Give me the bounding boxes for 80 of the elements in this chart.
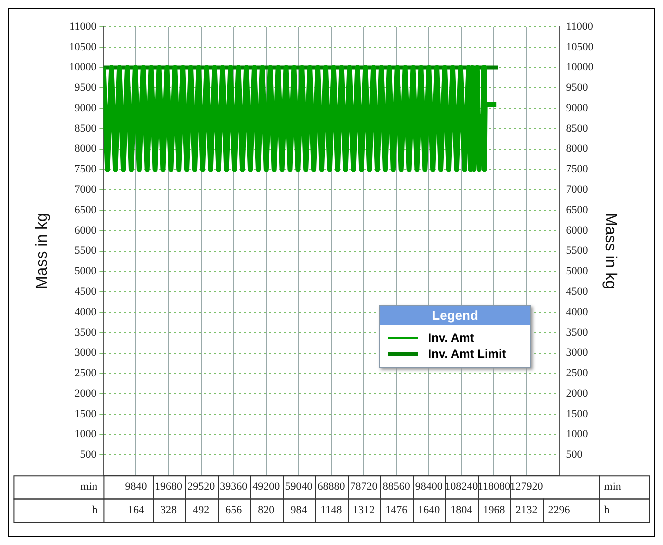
legend-label: Inv. Amt (428, 331, 474, 346)
y-tick-label: 3500 (74, 326, 98, 339)
legend-header: Legend (380, 306, 530, 326)
x-tick-label: 59040 (285, 481, 314, 494)
y-tick-label: 9500 (74, 82, 98, 94)
x2-tick-label: 1148 (320, 504, 343, 516)
text: h (604, 504, 610, 516)
y-tick-label: 5500 (74, 245, 98, 258)
x2-tick-label: 1476 (386, 504, 408, 516)
y2-axis-title: Mass in kg (602, 213, 619, 290)
x-tick-label: 127920 (510, 481, 544, 494)
x2-tick-label: 2296 (548, 504, 571, 516)
y2-tick-label: 2000 (566, 388, 589, 400)
y2-tick-label: 10000 (566, 62, 594, 74)
y2-tick-label: 7500 (566, 164, 589, 176)
x2-tick-label: 2132 (516, 504, 538, 516)
y-tick-label: 5000 (74, 266, 98, 278)
x2-tick-label: 492 (193, 504, 210, 516)
y2-tick-label: 9500 (566, 82, 589, 94)
y-tick-label: 7500 (74, 164, 98, 176)
y-tick-label: 10500 (69, 41, 98, 54)
x-tick-label: 108240 (445, 481, 479, 494)
x2-tick-label: 328 (160, 504, 178, 516)
y2-tick-label: 11000 (566, 20, 594, 33)
y-tick-label: 10000 (69, 62, 98, 74)
x2-tick-label: 820 (258, 504, 276, 516)
y-tick-label: 2500 (74, 368, 98, 380)
x2-tick-label: 1968 (483, 504, 506, 516)
x2-tick-label: 656 (226, 504, 243, 516)
y2-tick-label: 4500 (566, 286, 589, 298)
y2-tick-label: 4000 (566, 306, 589, 318)
y2-tick-label: 3000 (566, 347, 589, 360)
y2-tick-label: 7000 (566, 184, 589, 196)
y-tick-label: 2000 (74, 388, 98, 400)
y-tick-label: 4500 (74, 286, 98, 298)
y-tick-label: 7000 (74, 184, 98, 196)
y2-tick-label: 6500 (566, 204, 589, 216)
x-tick-label: 9840 (125, 481, 148, 494)
x2-tick-label: 1312 (353, 504, 376, 516)
y2-tick-label: 2500 (566, 368, 589, 380)
y-tick-label: 8500 (74, 122, 98, 135)
x2-tick-label: 984 (290, 504, 308, 516)
text: min (604, 481, 622, 494)
y2-tick-label: 8500 (566, 122, 589, 135)
y2-tick-label: 5500 (566, 245, 589, 258)
y2-tick-label: 6000 (566, 224, 589, 237)
x2-tick-label: 1640 (418, 504, 441, 516)
y-tick-label: 6000 (74, 224, 98, 237)
y2-tick-label: 3500 (566, 326, 589, 339)
y2-tick-label: 9000 (566, 102, 589, 114)
y-tick-label: 500 (80, 449, 98, 462)
y2-tick-label: 5000 (566, 266, 589, 278)
y2-tick-label: 8000 (566, 143, 589, 156)
x-tick-label: 88560 (382, 481, 411, 494)
y-tick-label: 1000 (74, 428, 98, 441)
x-axis-title: min (80, 481, 98, 494)
y2-tick-label: 10500 (566, 41, 594, 54)
x-tick-label: 29520 (188, 481, 216, 494)
x-tick-label: 19680 (155, 481, 184, 494)
x-tick-label: 78720 (350, 481, 378, 494)
y2-tick-label: 1000 (566, 428, 589, 441)
x2-tick-label: 164 (128, 504, 145, 516)
x-tick-label: 118080 (478, 481, 512, 494)
x-tick-label: 68880 (318, 481, 346, 494)
y2-tick-label: 1500 (566, 408, 589, 420)
y-tick-label: 11000 (70, 20, 98, 33)
x2-tick-label: 1804 (450, 504, 474, 516)
x2-axis-title: h (92, 504, 98, 516)
y-tick-label: 4000 (74, 306, 98, 318)
y-tick-label: 3000 (74, 347, 98, 360)
x-tick-label: 49200 (252, 481, 281, 494)
x-tick-label: 98400 (415, 481, 444, 494)
y-axis-title: Mass in kg (34, 213, 52, 290)
y-tick-label: 9000 (74, 102, 98, 114)
y-tick-label: 8000 (74, 143, 98, 156)
x-tick-label: 39360 (220, 481, 248, 494)
legend-label: Inv. Amt Limit (428, 347, 506, 362)
y2-tick-label: 500 (566, 449, 584, 462)
y-tick-label: 1500 (74, 408, 98, 420)
y-tick-label: 6500 (74, 204, 98, 216)
